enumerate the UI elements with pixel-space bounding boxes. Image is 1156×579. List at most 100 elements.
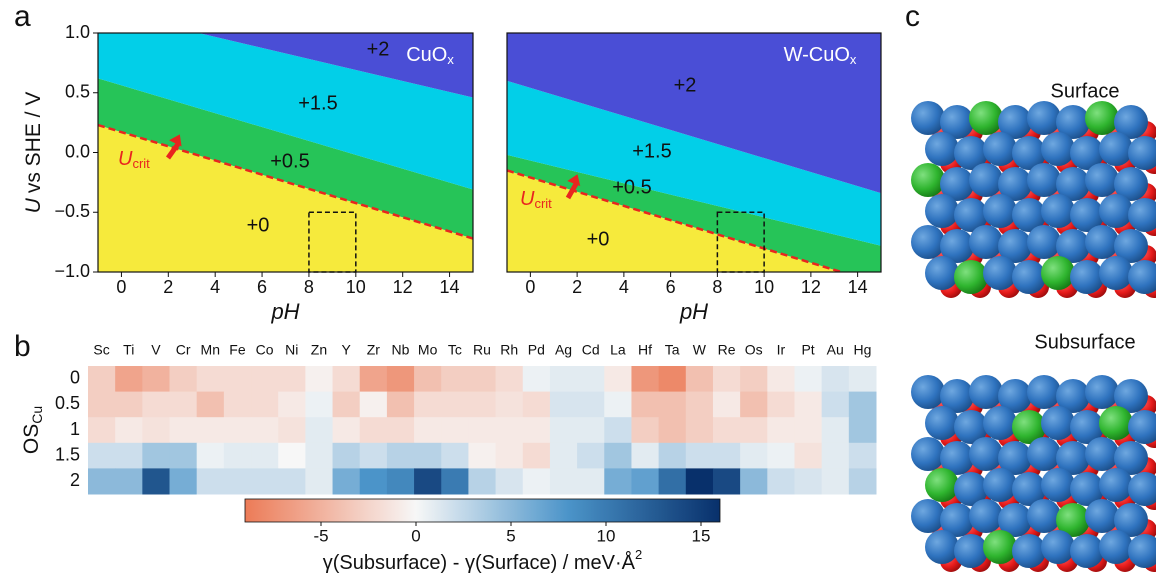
heatmap-cell <box>794 392 822 418</box>
heatmap-cell <box>170 366 198 392</box>
colorbar-tick-label: 15 <box>692 526 711 545</box>
heatmap-cell <box>740 468 768 494</box>
copper-atom <box>969 225 1003 259</box>
heatmap-cell <box>441 417 469 443</box>
copper-atom <box>1085 163 1119 197</box>
copper-atom <box>983 256 1017 290</box>
heatmap-cell <box>496 417 524 443</box>
copper-atom <box>1085 225 1119 259</box>
copper-atom <box>969 437 1003 471</box>
heatmap-cell <box>88 443 116 469</box>
heatmap-cell <box>142 417 170 443</box>
heatmap-cell <box>170 468 198 494</box>
heatmap-cell <box>305 443 333 469</box>
heatmap-cell <box>197 468 225 494</box>
heatmap-cell <box>550 468 578 494</box>
heatmap-cell <box>468 417 496 443</box>
x-tick-label: 6 <box>257 277 267 297</box>
heatmap-cell <box>604 392 632 418</box>
column-label: Hg <box>853 342 871 358</box>
copper-atom <box>969 375 1003 409</box>
heatmap-cell <box>170 417 198 443</box>
copper-atom <box>1041 530 1075 564</box>
heatmap-cell <box>387 443 415 469</box>
heatmap-cell <box>659 392 687 418</box>
column-label: Sc <box>93 342 109 358</box>
heatmap-cell <box>88 366 116 392</box>
heatmap-cell <box>794 417 822 443</box>
heatmap-cell <box>170 392 198 418</box>
x-tick-label: 10 <box>754 277 774 297</box>
column-label: Y <box>341 342 351 358</box>
y-axis-label: OSCu <box>20 406 45 454</box>
heatmap-cell <box>496 392 524 418</box>
heatmap-cell <box>631 392 659 418</box>
heatmap-cell <box>659 468 687 494</box>
heatmap-cell <box>604 366 632 392</box>
y-tick-label: 0.0 <box>65 141 90 161</box>
heatmap-cell <box>414 443 442 469</box>
heatmap-cell <box>224 392 252 418</box>
copper-atom <box>1041 132 1075 166</box>
panel-letter: a <box>14 0 31 33</box>
heatmap-cell <box>441 443 469 469</box>
heatmap-cell <box>822 468 850 494</box>
heatmap-cell <box>115 468 143 494</box>
column-label: La <box>610 342 626 358</box>
heatmap-cell <box>305 417 333 443</box>
heatmap-cell <box>251 468 279 494</box>
x-tick-label: 0 <box>525 277 535 297</box>
row-label: 1.5 <box>55 444 80 464</box>
heatmap-cell <box>604 417 632 443</box>
copper-atom <box>1099 194 1133 228</box>
dopant-atom <box>1085 101 1119 135</box>
heatmap-cell <box>659 443 687 469</box>
copper-atom <box>1099 468 1133 502</box>
heatmap-cell <box>577 417 605 443</box>
heatmap-cell <box>550 417 578 443</box>
heatmap-cell <box>333 417 361 443</box>
heatmap-cell <box>251 417 279 443</box>
heatmap-cell <box>822 443 850 469</box>
copper-atom <box>1041 468 1075 502</box>
phase-label: +0.5 <box>612 176 651 198</box>
chart-label: W-CuOx <box>784 44 857 67</box>
heatmap-cell <box>414 468 442 494</box>
heatmap-cell <box>686 468 714 494</box>
copper-atom <box>1027 101 1061 135</box>
heatmap-cell <box>713 443 741 469</box>
critical-potential-label-part: crit <box>534 196 552 211</box>
structure-label: Surface <box>1051 80 1120 102</box>
heatmap-cell <box>333 468 361 494</box>
heatmap-cell <box>523 443 551 469</box>
heatmap-cell <box>333 392 361 418</box>
column-label: Hf <box>638 342 652 358</box>
y-axis-label-part: U <box>22 197 45 213</box>
column-label: Cd <box>582 342 600 358</box>
colorbar-tick-label: 5 <box>506 526 515 545</box>
dopant-atom <box>1041 256 1075 290</box>
phase-label: +2 <box>674 74 697 96</box>
heatmap-cell <box>278 366 306 392</box>
copper-atom <box>1041 194 1075 228</box>
heatmap-cell <box>686 443 714 469</box>
heatmap-cell <box>441 366 469 392</box>
copper-atom <box>911 437 945 471</box>
heatmap-cell <box>577 392 605 418</box>
column-label: Mn <box>201 342 220 358</box>
heatmap-cell <box>849 468 877 494</box>
heatmap-cell <box>713 417 741 443</box>
heatmap-cell <box>360 417 388 443</box>
y-axis-label-part: Cu <box>29 406 45 424</box>
critical-potential-label-part: crit <box>132 156 150 171</box>
y-tick-label: 1.0 <box>65 22 90 42</box>
copper-atom <box>983 468 1017 502</box>
x-axis-label: pH <box>270 299 299 324</box>
heatmap-cell <box>278 443 306 469</box>
heatmap-cell <box>767 366 795 392</box>
heatmap-cell <box>659 417 687 443</box>
column-label: Zn <box>311 342 327 358</box>
x-tick-label: 2 <box>572 277 582 297</box>
heatmap-cell <box>523 468 551 494</box>
heatmap-cell <box>767 392 795 418</box>
